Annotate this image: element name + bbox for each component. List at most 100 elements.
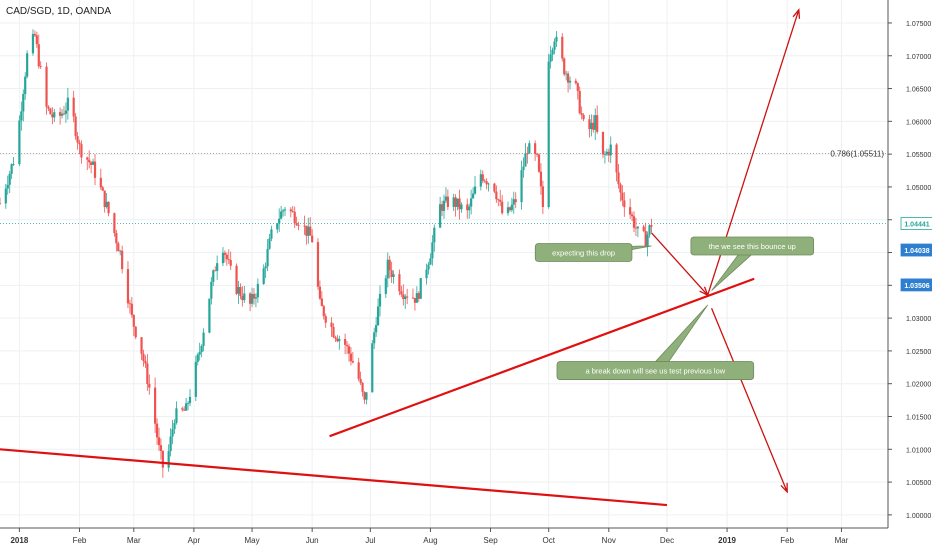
candle bbox=[415, 286, 418, 303]
candle-body bbox=[293, 211, 296, 224]
candle bbox=[388, 255, 391, 279]
candle-body bbox=[167, 451, 170, 468]
candle-body bbox=[281, 210, 285, 212]
candle-body bbox=[406, 296, 409, 298]
candle-body bbox=[33, 33, 36, 36]
candle-body bbox=[35, 35, 38, 45]
candle bbox=[371, 339, 374, 393]
fib-level-label: 0.786(1.05511) bbox=[830, 149, 884, 158]
candle-body bbox=[466, 204, 469, 211]
candle bbox=[31, 29, 35, 56]
candle-body bbox=[497, 199, 500, 201]
candle bbox=[194, 355, 197, 402]
candle-body bbox=[276, 223, 279, 230]
candle bbox=[344, 333, 347, 355]
candle bbox=[425, 263, 428, 285]
candle-body bbox=[86, 157, 89, 160]
candle bbox=[225, 252, 228, 266]
callout-box bbox=[556, 361, 755, 380]
candle bbox=[107, 201, 110, 217]
candle bbox=[239, 283, 242, 300]
candle bbox=[115, 229, 118, 252]
candle-body bbox=[188, 396, 192, 404]
candle-body bbox=[74, 116, 77, 137]
candle-body bbox=[605, 151, 608, 155]
candle-body bbox=[386, 259, 389, 279]
x-tick-label: Feb bbox=[780, 536, 794, 545]
candle-body bbox=[78, 142, 81, 145]
y-tick-label: 1.07500 bbox=[906, 21, 931, 28]
candle bbox=[148, 374, 151, 395]
candle bbox=[605, 148, 608, 156]
candle-body bbox=[268, 238, 271, 249]
trendline-falling-support bbox=[0, 448, 668, 507]
candle-body bbox=[227, 259, 230, 261]
candle bbox=[576, 82, 579, 100]
candle-body bbox=[376, 306, 380, 326]
x-tick-label: Oct bbox=[542, 536, 555, 545]
candle-body bbox=[105, 201, 108, 208]
candle-body bbox=[565, 73, 568, 75]
candle-body bbox=[528, 143, 531, 154]
x-tick-label: May bbox=[244, 536, 259, 545]
candle bbox=[588, 114, 591, 138]
y-tick-label: 1.05000 bbox=[906, 185, 931, 192]
candle-body bbox=[113, 213, 116, 234]
candle-body bbox=[249, 293, 252, 304]
y-tick-label: 1.00500 bbox=[906, 480, 931, 487]
candle bbox=[45, 62, 48, 115]
candle-body bbox=[4, 188, 7, 204]
candle-body bbox=[210, 281, 213, 299]
candle-body bbox=[363, 391, 366, 400]
price-tag-last_price: 1.04441 bbox=[900, 217, 932, 230]
candle bbox=[320, 291, 323, 307]
y-tick-label: 1.07000 bbox=[906, 54, 931, 61]
candle bbox=[497, 198, 500, 207]
candle bbox=[49, 107, 52, 115]
candle bbox=[91, 158, 95, 166]
grid bbox=[0, 0, 888, 528]
candle-body bbox=[254, 297, 258, 299]
candle-body bbox=[173, 422, 176, 430]
candle-body bbox=[103, 190, 106, 208]
candle-body bbox=[520, 170, 523, 203]
candle bbox=[185, 397, 188, 412]
candle bbox=[101, 185, 104, 191]
candle-body bbox=[609, 144, 612, 156]
candle-body bbox=[20, 111, 23, 121]
candle-body bbox=[169, 436, 172, 452]
candle bbox=[208, 298, 211, 334]
candle bbox=[132, 314, 135, 336]
candle-body bbox=[59, 112, 62, 116]
candle-body bbox=[388, 259, 391, 271]
candle bbox=[565, 70, 568, 81]
candle-body bbox=[216, 263, 219, 271]
candle bbox=[256, 278, 259, 303]
candle-body bbox=[66, 97, 69, 111]
candle bbox=[221, 247, 225, 267]
candle bbox=[268, 233, 271, 250]
candle-body bbox=[427, 264, 430, 270]
candle bbox=[617, 163, 620, 189]
candle-body bbox=[45, 66, 48, 107]
candle bbox=[322, 304, 325, 320]
candle bbox=[307, 217, 310, 244]
candle-body bbox=[636, 226, 639, 229]
candle-body bbox=[555, 36, 558, 42]
candle-body bbox=[470, 198, 473, 207]
candle-body bbox=[330, 322, 333, 328]
y-tick-label: 1.06500 bbox=[906, 87, 931, 94]
candle-body bbox=[6, 184, 9, 189]
candle bbox=[332, 323, 335, 339]
candle bbox=[648, 224, 651, 238]
candle bbox=[607, 148, 610, 163]
candle bbox=[623, 192, 626, 217]
candle bbox=[541, 180, 544, 215]
candle-body bbox=[101, 187, 104, 191]
price-tag-box bbox=[900, 278, 932, 292]
candle-body bbox=[485, 181, 488, 185]
candle-body bbox=[295, 223, 298, 226]
candle bbox=[347, 343, 351, 362]
